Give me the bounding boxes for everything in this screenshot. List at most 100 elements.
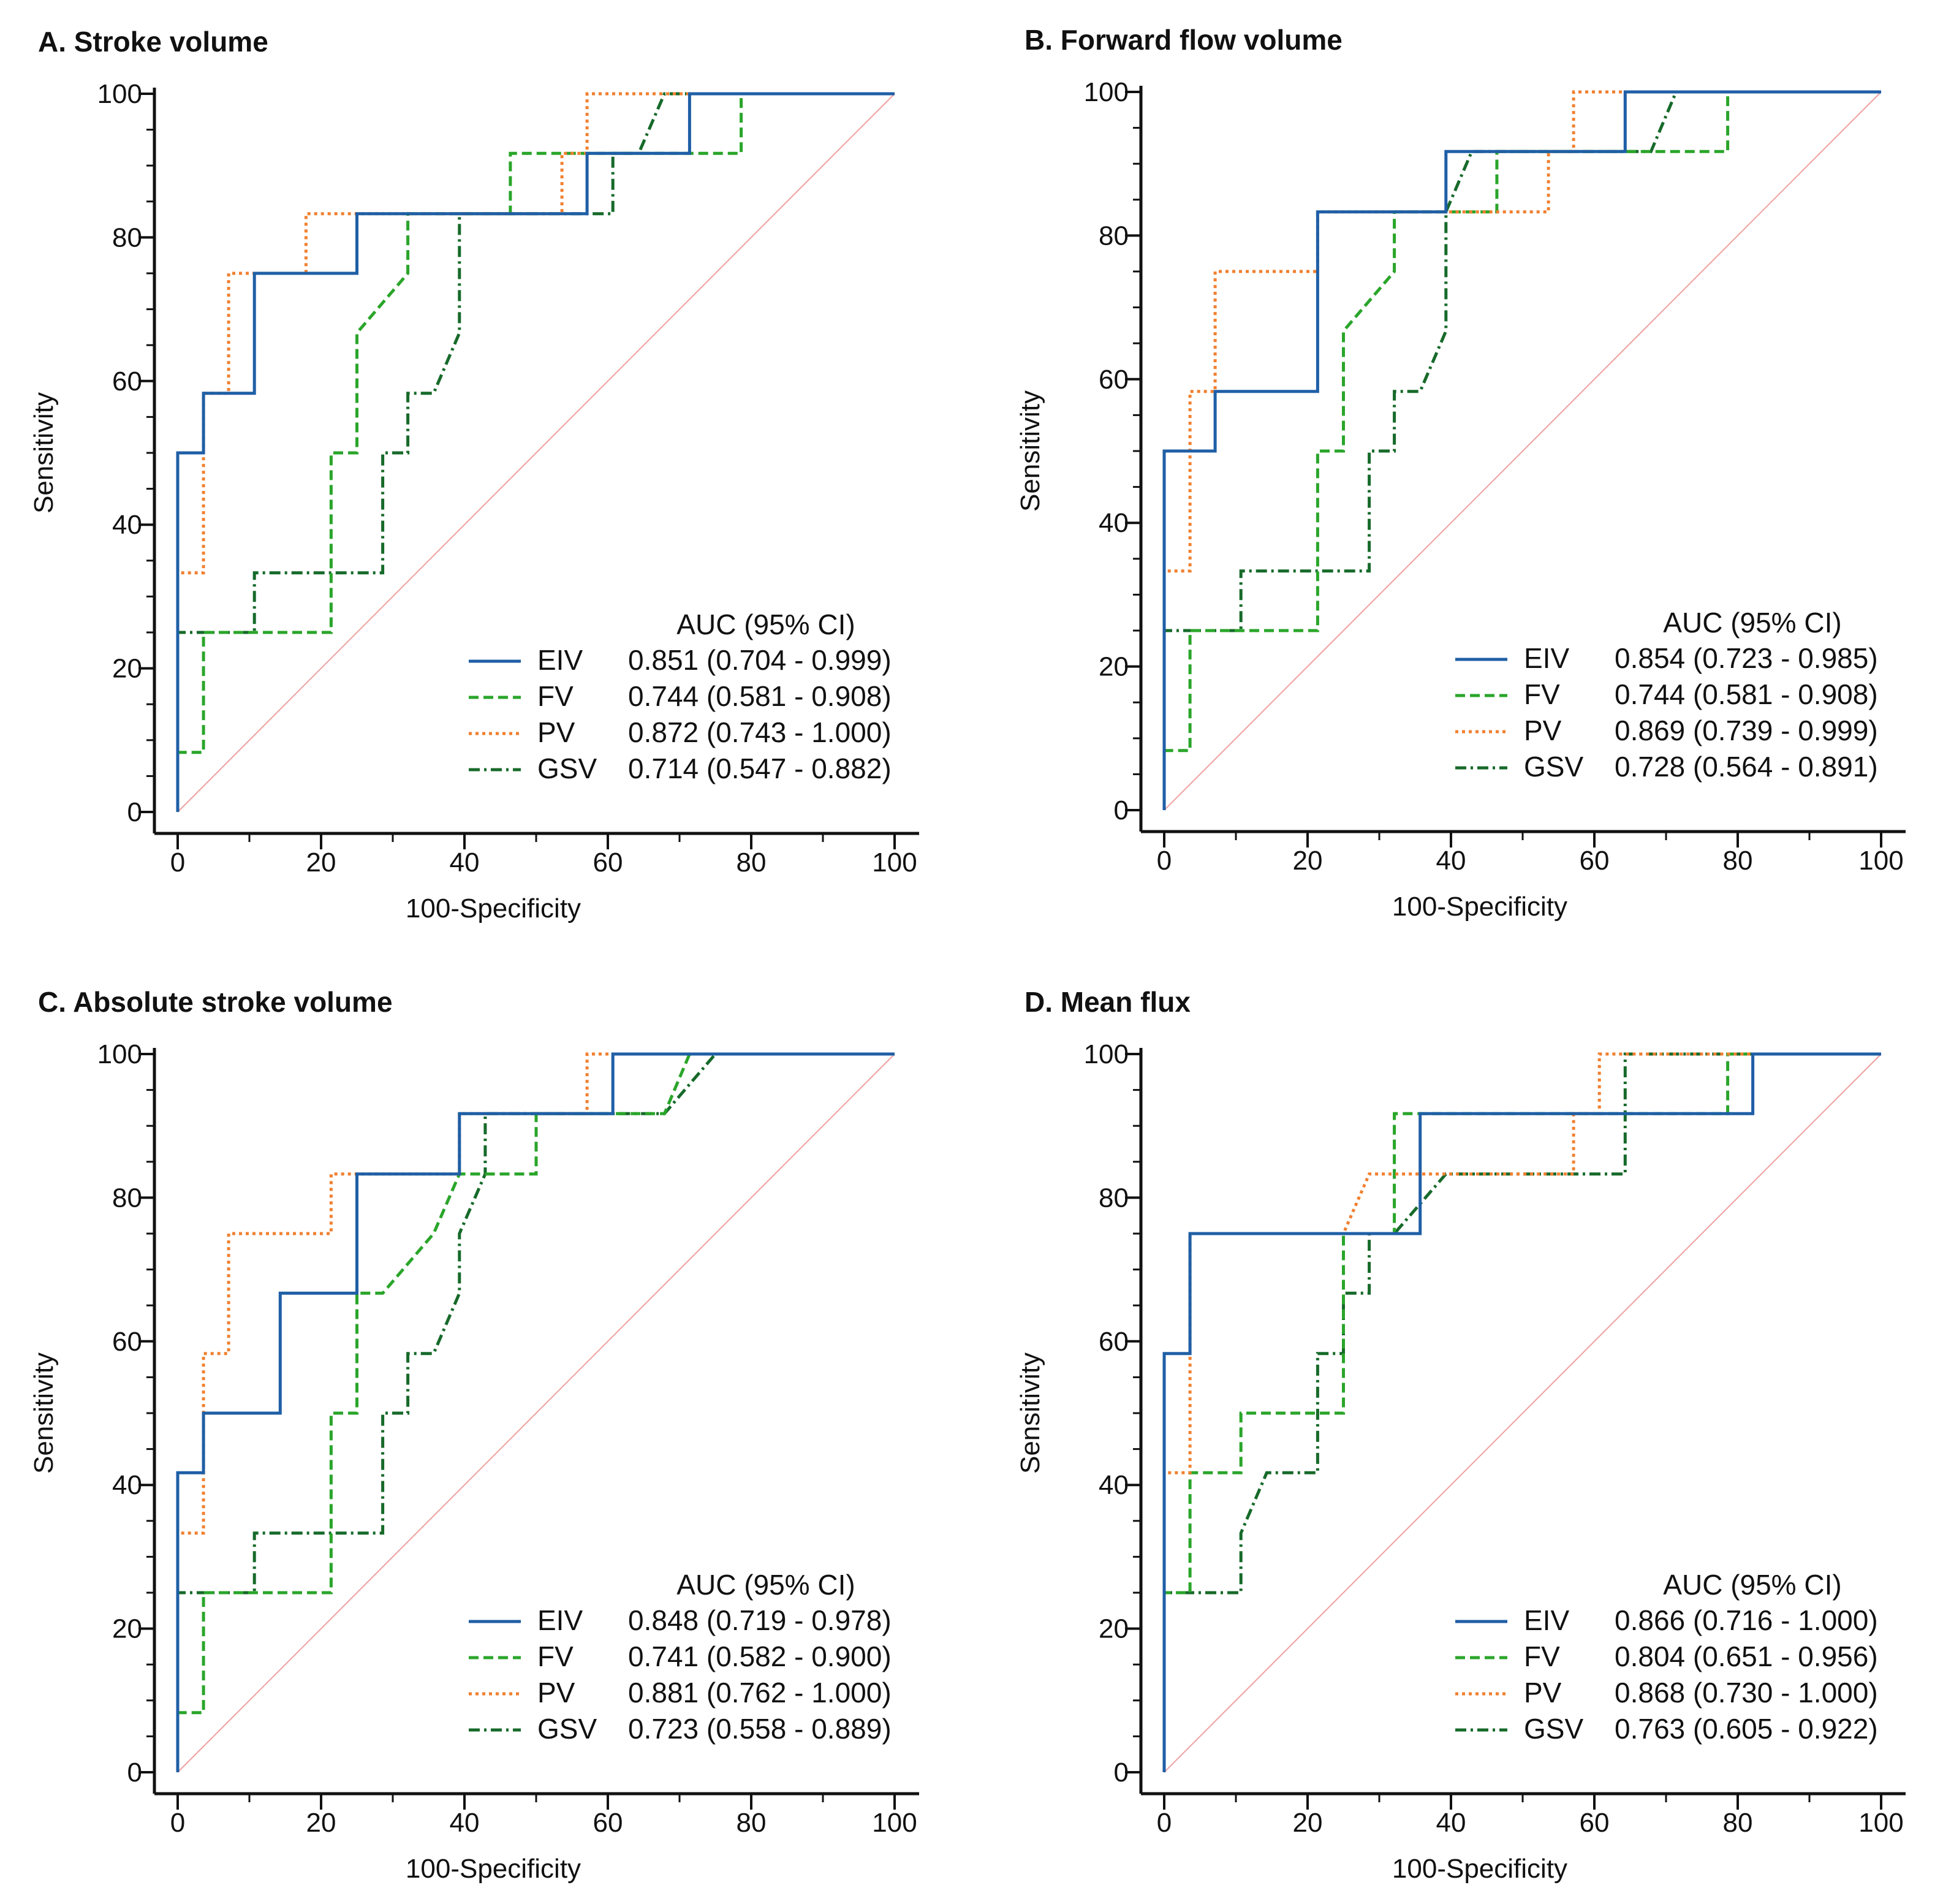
y-axis-label: Sensitivity — [29, 1352, 59, 1474]
legend-series-name: PV — [537, 1677, 575, 1709]
reference-diagonal — [177, 93, 895, 813]
x-axis-label: 100-Specificity — [1392, 892, 1567, 922]
legend-series-name: EIV — [537, 644, 583, 676]
panel-title: B. Forward flow volume — [1025, 24, 1343, 56]
x-tick-label: 60 — [1580, 1808, 1610, 1838]
x-axis-label: 100-Specificity — [406, 1854, 581, 1884]
reference-diagonal — [1164, 91, 1882, 811]
legend-auc-value: 0.744 (0.581 - 0.908) — [1615, 678, 1878, 710]
reference-diagonal — [177, 1053, 895, 1773]
y-tick-label: 0 — [127, 797, 142, 827]
y-tick-label: 100 — [97, 79, 142, 109]
legend-auc-value: 0.744 (0.581 - 0.908) — [628, 680, 892, 712]
x-tick-label: 40 — [1436, 846, 1466, 876]
y-tick-label: 60 — [112, 366, 142, 396]
legend-auc-value: 0.872 (0.743 - 1.000) — [628, 716, 892, 748]
y-tick-label: 80 — [1099, 221, 1129, 251]
legend-title: AUC (95% CI) — [676, 609, 855, 640]
x-tick-label: 80 — [1723, 1808, 1753, 1838]
legend-auc-value: 0.866 (0.716 - 1.000) — [1615, 1604, 1878, 1636]
x-tick-label: 100 — [872, 848, 917, 878]
legend-auc-value: 0.851 (0.704 - 0.999) — [628, 644, 892, 676]
roc-curve-eiv — [176, 92, 895, 812]
legend-series-name: GSV — [537, 753, 597, 784]
legend-series-name: EIV — [1524, 642, 1569, 674]
legend-series-name: GSV — [1524, 1713, 1583, 1745]
legend-series-name: EIV — [1524, 1604, 1569, 1636]
x-tick-label: 100 — [1858, 1808, 1903, 1838]
y-axis-label: Sensitivity — [1015, 1352, 1045, 1474]
y-tick-label: 80 — [112, 222, 142, 252]
roc-curve-eiv — [176, 1052, 895, 1772]
y-tick-label: 40 — [112, 1470, 142, 1500]
legend-series-name: FV — [1524, 678, 1560, 710]
legend-series-name: PV — [537, 716, 575, 748]
legend-title: AUC (95% CI) — [676, 1569, 855, 1601]
x-tick-label: 0 — [1157, 1808, 1172, 1838]
x-tick-label: 20 — [306, 848, 336, 878]
legend-auc-value: 0.728 (0.564 - 0.891) — [1615, 751, 1878, 783]
legend-auc-value: 0.881 (0.762 - 1.000) — [628, 1677, 892, 1709]
x-tick-label: 80 — [737, 848, 767, 878]
x-tick-label: 80 — [1723, 846, 1753, 876]
legend-auc-value: 0.714 (0.547 - 0.882) — [628, 753, 892, 784]
y-tick-label: 40 — [1099, 508, 1129, 538]
y-tick-label: 40 — [112, 510, 142, 540]
panel-title: C. Absolute stroke volume — [38, 986, 393, 1018]
panel-b-forward-flow-volume: B. Forward flow volume 0 20 40 60 80 100 0 20 40 6… — [1015, 24, 1906, 922]
panel-c-absolute-stroke-volume: C. Absolute stroke volume 0 20 40 60 80 100 0 20… — [29, 986, 919, 1884]
x-tick-label: 20 — [1293, 1808, 1323, 1838]
y-tick-label: 20 — [112, 1614, 142, 1644]
legend-series-name: GSV — [537, 1713, 597, 1745]
roc-curve-eiv — [1162, 90, 1881, 810]
y-tick-label: 80 — [112, 1183, 142, 1213]
legend-auc-value: 0.869 (0.739 - 0.999) — [1615, 715, 1878, 746]
legend-series-name: FV — [1524, 1640, 1560, 1672]
y-tick-label: 20 — [1099, 652, 1129, 682]
x-axis-label: 100-Specificity — [1392, 1854, 1567, 1884]
x-tick-label: 0 — [1157, 846, 1172, 876]
x-tick-label: 0 — [170, 1808, 185, 1838]
x-tick-label: 40 — [450, 1808, 480, 1838]
reference-diagonal — [1164, 1053, 1882, 1773]
panel-a-stroke-volume: A. Stroke volume 0 20 40 60 80 100 0 20 40 60 80 100… — [29, 26, 919, 924]
x-axis-label: 100-Specificity — [406, 893, 581, 924]
legend-auc-value: 0.854 (0.723 - 0.985) — [1615, 642, 1878, 674]
legend-auc-value: 0.848 (0.719 - 0.978) — [628, 1604, 892, 1636]
legend-auc-value: 0.763 (0.605 - 0.922) — [1615, 1713, 1878, 1745]
panel-d-mean-flux: D. Mean flux 0 20 40 60 80 100 0 20 40 60 80 100 100-… — [1015, 986, 1906, 1884]
y-tick-label: 60 — [112, 1327, 142, 1357]
y-tick-label: 60 — [1099, 365, 1129, 395]
y-axis-label: Sensitivity — [1015, 390, 1045, 512]
y-tick-label: 40 — [1099, 1470, 1129, 1500]
legend-auc-value: 0.741 (0.582 - 0.900) — [628, 1640, 892, 1672]
legend-auc-value: 0.723 (0.558 - 0.889) — [628, 1713, 892, 1745]
legend-series-name: PV — [1524, 715, 1562, 746]
y-tick-label: 80 — [1099, 1183, 1129, 1213]
legend-series-name: GSV — [1524, 751, 1583, 783]
y-tick-label: 100 — [97, 1039, 142, 1069]
legend-series-name: FV — [537, 680, 574, 712]
y-tick-label: 100 — [1084, 1039, 1129, 1069]
x-tick-label: 0 — [170, 848, 185, 878]
x-tick-label: 60 — [1580, 846, 1610, 876]
legend-auc-value: 0.804 (0.651 - 0.956) — [1615, 1640, 1878, 1672]
y-tick-label: 60 — [1099, 1327, 1129, 1357]
y-tick-label: 0 — [1114, 795, 1129, 825]
panel-title: A. Stroke volume — [38, 26, 268, 58]
roc-curve-fv — [176, 1052, 895, 1772]
legend-title: AUC (95% CI) — [1663, 1569, 1841, 1601]
panel-title: D. Mean flux — [1025, 986, 1191, 1018]
x-tick-label: 100 — [872, 1808, 917, 1838]
y-tick-label: 0 — [127, 1758, 142, 1788]
roc-curve-pv — [1162, 1052, 1881, 1772]
legend-series-name: EIV — [537, 1604, 583, 1636]
x-tick-label: 40 — [450, 848, 480, 878]
x-tick-label: 60 — [593, 848, 623, 878]
x-tick-label: 60 — [593, 1808, 623, 1838]
y-tick-label: 0 — [1114, 1758, 1129, 1788]
roc-curve-eiv — [1162, 1052, 1881, 1772]
y-tick-label: 20 — [1099, 1614, 1129, 1644]
y-axis-label: Sensitivity — [29, 392, 59, 514]
